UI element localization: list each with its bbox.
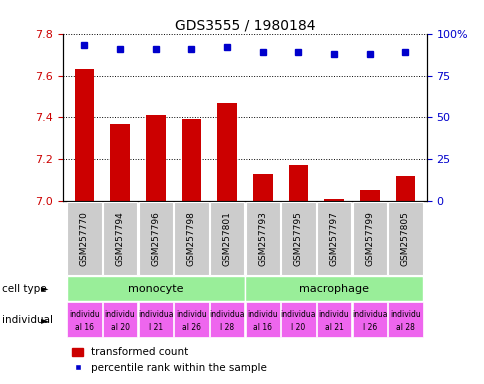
Bar xyxy=(75,69,94,201)
Bar xyxy=(110,124,130,201)
Text: al 20: al 20 xyxy=(110,323,129,332)
Text: individual: individual xyxy=(2,314,53,325)
Text: al 16: al 16 xyxy=(75,323,94,332)
Text: GSM257799: GSM257799 xyxy=(364,211,374,266)
Text: individua: individua xyxy=(138,310,173,319)
Text: al 28: al 28 xyxy=(395,323,414,332)
Text: GSM257801: GSM257801 xyxy=(222,211,231,266)
Bar xyxy=(395,176,414,201)
FancyBboxPatch shape xyxy=(388,302,422,337)
Text: monocyte: monocyte xyxy=(128,283,183,294)
Text: GSM257793: GSM257793 xyxy=(257,211,267,266)
FancyBboxPatch shape xyxy=(352,202,386,275)
Bar xyxy=(181,119,201,201)
Text: ►: ► xyxy=(41,314,48,325)
Text: individu: individu xyxy=(176,310,206,319)
Text: l 28: l 28 xyxy=(220,323,234,332)
Text: GSM257805: GSM257805 xyxy=(400,211,409,266)
FancyBboxPatch shape xyxy=(281,202,315,275)
FancyBboxPatch shape xyxy=(67,202,101,275)
FancyBboxPatch shape xyxy=(103,302,137,337)
Text: GSM257796: GSM257796 xyxy=(151,211,160,266)
FancyBboxPatch shape xyxy=(281,302,315,337)
FancyBboxPatch shape xyxy=(245,302,279,337)
Bar xyxy=(217,103,236,201)
FancyBboxPatch shape xyxy=(317,202,350,275)
Text: al 16: al 16 xyxy=(253,323,272,332)
FancyBboxPatch shape xyxy=(138,302,172,337)
FancyBboxPatch shape xyxy=(352,302,386,337)
Text: individu: individu xyxy=(247,310,277,319)
Text: individu: individu xyxy=(318,310,349,319)
Text: l 21: l 21 xyxy=(149,323,163,332)
FancyBboxPatch shape xyxy=(388,202,422,275)
Text: l 20: l 20 xyxy=(291,323,305,332)
FancyBboxPatch shape xyxy=(66,276,244,301)
FancyBboxPatch shape xyxy=(103,202,137,275)
Text: macrophage: macrophage xyxy=(299,283,368,294)
Text: individu: individu xyxy=(69,310,100,319)
Text: al 21: al 21 xyxy=(324,323,343,332)
FancyBboxPatch shape xyxy=(210,302,244,337)
Text: ►: ► xyxy=(41,283,48,294)
Text: GSM257794: GSM257794 xyxy=(115,211,124,266)
Legend: transformed count, percentile rank within the sample: transformed count, percentile rank withi… xyxy=(68,343,271,377)
Text: individu: individu xyxy=(105,310,135,319)
Bar xyxy=(253,174,272,201)
Text: GSM257795: GSM257795 xyxy=(293,211,302,266)
FancyBboxPatch shape xyxy=(210,202,244,275)
FancyBboxPatch shape xyxy=(67,302,101,337)
FancyBboxPatch shape xyxy=(174,302,208,337)
Bar xyxy=(288,166,308,201)
Bar xyxy=(324,199,343,201)
FancyBboxPatch shape xyxy=(174,202,208,275)
Text: cell type: cell type xyxy=(2,283,47,294)
Text: individua: individua xyxy=(351,310,387,319)
Text: GSM257770: GSM257770 xyxy=(80,211,89,266)
Text: GSM257797: GSM257797 xyxy=(329,211,338,266)
FancyBboxPatch shape xyxy=(138,202,172,275)
Bar xyxy=(359,190,379,201)
Title: GDS3555 / 1980184: GDS3555 / 1980184 xyxy=(174,19,315,33)
Text: individua: individua xyxy=(280,310,316,319)
Text: individua: individua xyxy=(209,310,244,319)
Text: GSM257798: GSM257798 xyxy=(186,211,196,266)
FancyBboxPatch shape xyxy=(244,276,423,301)
Text: al 26: al 26 xyxy=(182,323,200,332)
Bar xyxy=(146,115,165,201)
Text: individu: individu xyxy=(389,310,420,319)
FancyBboxPatch shape xyxy=(317,302,350,337)
FancyBboxPatch shape xyxy=(245,202,279,275)
Text: l 26: l 26 xyxy=(362,323,376,332)
